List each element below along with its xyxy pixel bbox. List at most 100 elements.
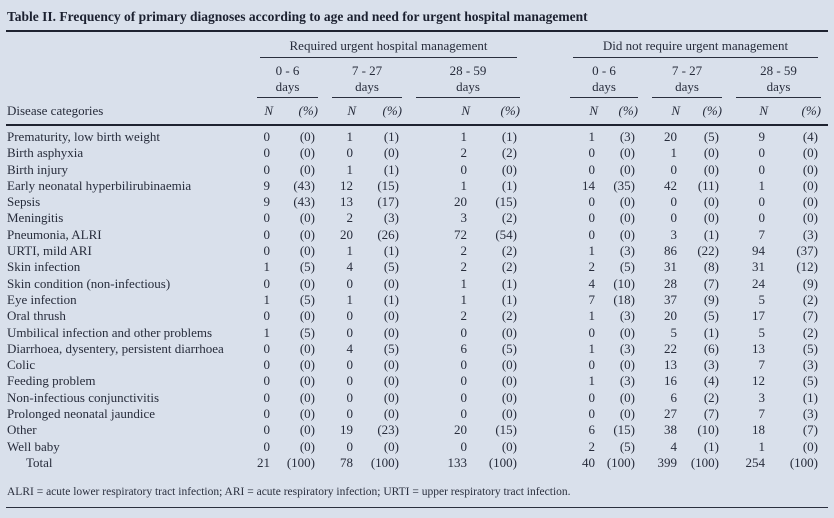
- group-gap: [527, 125, 563, 145]
- disease-label: Skin infection: [7, 259, 81, 275]
- percent-cell: (0): [802, 194, 819, 210]
- table-row: URTI, mild ARI 0 (0) 1 (1) 2 (2) 1 (3) 86 (22) 94 (3…: [6, 243, 828, 259]
- group-gap: [527, 145, 563, 161]
- percent-cell: (0): [299, 357, 315, 373]
- count-cell: 0: [588, 161, 596, 177]
- group-gap: [527, 98, 563, 126]
- percent-cell: (100): [370, 454, 399, 470]
- table-row: Meningitis 0 (0) 2 (3) 3 (2) 0 (0) 0 (0) 0 (0): [6, 210, 828, 226]
- count-cell: 2: [460, 145, 468, 161]
- count-cell: 3: [670, 226, 678, 242]
- percent-cell: (23): [377, 422, 399, 438]
- count-cell: 4: [670, 438, 678, 454]
- group-required: Required urgent hospital management: [250, 32, 527, 58]
- count-cell: 18: [752, 422, 765, 438]
- count-cell: 0: [346, 308, 354, 324]
- pct-header: (%): [280, 98, 325, 126]
- count-cell: 7: [758, 226, 766, 242]
- count-cell: 38: [664, 422, 677, 438]
- count-cell: 20: [454, 422, 467, 438]
- group-gap: [527, 357, 563, 373]
- count-cell: 9: [263, 177, 271, 193]
- disease-label: Sepsis: [7, 194, 41, 210]
- group-gap: [527, 32, 563, 58]
- age-band-7-27-not-required: 7 - 27 days: [645, 58, 729, 98]
- percent-cell: (0): [299, 406, 315, 422]
- percent-cell: (3): [383, 210, 399, 226]
- count-cell: 254: [745, 454, 766, 470]
- percent-cell: (0): [383, 438, 399, 454]
- n-header: N: [729, 98, 775, 126]
- percent-cell: (5): [299, 259, 315, 275]
- count-cell: 40: [582, 454, 595, 470]
- percent-cell: (9): [703, 291, 719, 307]
- group-gap: [527, 276, 563, 292]
- count-cell: 20: [664, 129, 677, 144]
- disease-label: Well baby: [7, 438, 60, 454]
- percent-cell: (7): [703, 275, 719, 291]
- percent-cell: (5): [619, 438, 635, 454]
- count-cell: 2: [588, 259, 596, 275]
- percent-cell: (10): [697, 422, 719, 438]
- disease-label: Eye infection: [7, 291, 77, 307]
- percent-cell: (1): [703, 438, 719, 454]
- count-cell: 133: [447, 454, 468, 470]
- percent-cell: (0): [802, 210, 819, 226]
- count-cell: 72: [454, 226, 467, 242]
- table-row: Non-infectious conjunctivitis 0 (0) 0 (0) 0 (0…: [6, 390, 828, 406]
- percent-cell: (9): [802, 275, 819, 291]
- group-gap: [527, 194, 563, 210]
- abbreviations-footnote: ALRI = acute lower respiratory tract inf…: [7, 486, 571, 499]
- n-header: N: [645, 98, 687, 126]
- percent-cell: (0): [299, 243, 315, 259]
- table-row: Birth injury 0 (0) 1 (1) 0 (0) 0 (0) 0 (0) 0 (0): [6, 162, 828, 178]
- count-cell: 0: [263, 243, 271, 259]
- count-cell: 0: [758, 145, 766, 161]
- percent-cell: (5): [501, 340, 517, 356]
- percent-cell: (2): [802, 291, 819, 307]
- group-not-required-label: Did not require urgent management: [573, 32, 819, 58]
- percent-cell: (54): [495, 226, 517, 242]
- percent-cell: (4): [802, 129, 819, 144]
- percent-cell: (0): [501, 406, 517, 422]
- count-cell: 1: [758, 438, 766, 454]
- count-cell: 399: [657, 454, 678, 470]
- count-cell: 5: [758, 291, 766, 307]
- count-cell: 0: [588, 226, 596, 242]
- group-gap: [527, 58, 563, 98]
- percent-cell: (0): [501, 324, 517, 340]
- count-cell: 1: [588, 129, 596, 144]
- count-cell: 1: [460, 291, 468, 307]
- label-col-spacer: [6, 32, 250, 58]
- count-cell: 0: [263, 389, 271, 405]
- count-cell: 0: [670, 210, 678, 226]
- pct-header: (%): [687, 98, 729, 126]
- count-cell: 0: [263, 145, 271, 161]
- table-row: Other 0 (0) 19 (23) 20 (15) 6 (15) 38 (10) 18 (7): [6, 422, 828, 438]
- age-band-28-59-required: 28 - 59 days: [409, 58, 527, 98]
- count-cell: 1: [263, 324, 271, 340]
- count-cell: 0: [588, 324, 596, 340]
- percent-cell: (3): [619, 340, 635, 356]
- count-cell: 0: [263, 275, 271, 291]
- table-row: Colic 0 (0) 0 (0) 0 (0) 0 (0) 13 (3) 7 (3): [6, 357, 828, 373]
- percent-cell: (1): [802, 389, 819, 405]
- percent-cell: (2): [802, 324, 819, 340]
- count-cell: 2: [346, 210, 354, 226]
- percent-cell: (0): [703, 145, 719, 161]
- count-cell: 9: [263, 194, 271, 210]
- count-cell: 0: [346, 406, 354, 422]
- count-cell: 5: [758, 324, 766, 340]
- group-not-required: Did not require urgent management: [563, 32, 828, 58]
- disease-label: Colic: [7, 357, 36, 373]
- percent-cell: (0): [383, 373, 399, 389]
- percent-cell: (0): [501, 373, 517, 389]
- disease-label: Birth injury: [7, 161, 69, 177]
- count-cell: 0: [588, 194, 596, 210]
- age-header-row: 0 - 6 days 7 - 27 days 28 - 59 days 0 - 6 da…: [6, 58, 828, 98]
- table-row: Oral thrush 0 (0) 0 (0) 2 (2) 1 (3) 20 (5) 17 (7): [6, 308, 828, 324]
- count-cell: 1: [588, 373, 596, 389]
- percent-cell: (5): [619, 259, 635, 275]
- count-cell: 0: [460, 161, 468, 177]
- percent-cell: (15): [495, 422, 517, 438]
